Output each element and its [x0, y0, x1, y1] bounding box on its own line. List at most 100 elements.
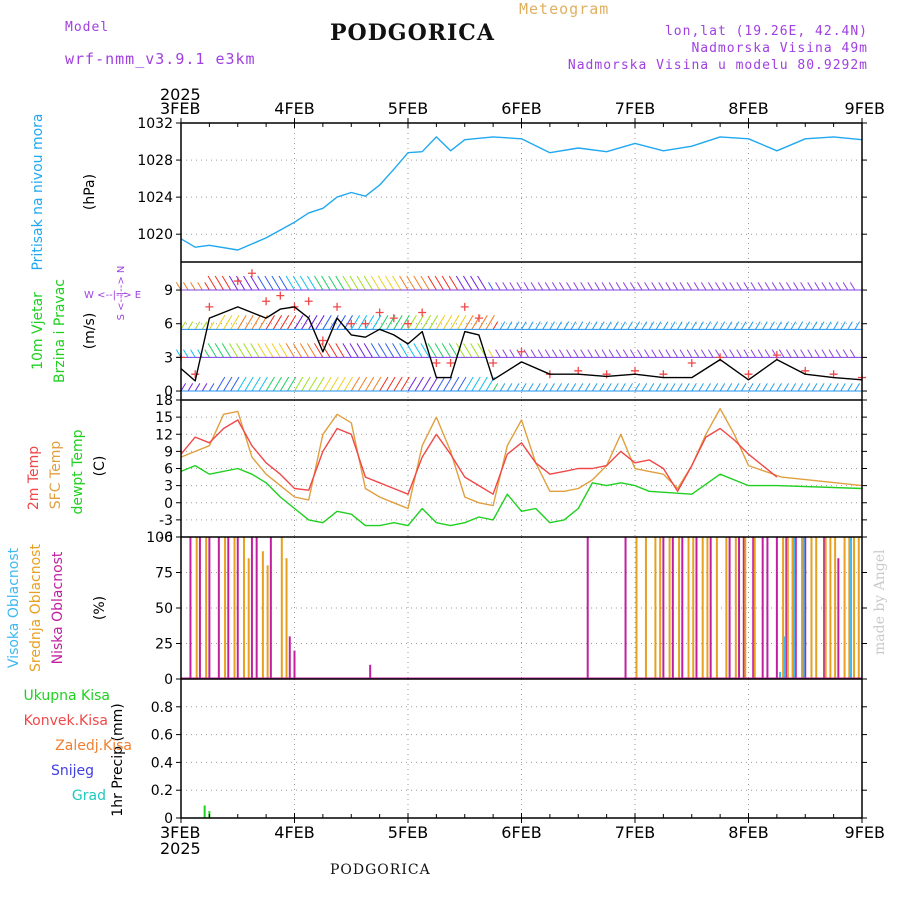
wind-arrow	[847, 383, 853, 392]
wind-arrow	[457, 376, 467, 392]
wind-arrow	[356, 343, 366, 358]
wind-arrow	[613, 383, 619, 392]
wind-arrow	[726, 321, 733, 330]
wind-unit: (m/s)	[82, 313, 98, 350]
wind-arrow	[826, 383, 832, 392]
wind-arrow	[800, 282, 806, 291]
wind-arrow	[712, 321, 719, 330]
wind-arrow	[655, 383, 662, 392]
wind-arrow	[729, 349, 735, 358]
wind-arrow	[427, 343, 437, 358]
temp-axis-subtitle2: dewpt Temp	[70, 429, 86, 514]
y-tick-label-pressure: 1028	[137, 153, 173, 169]
wind-gust-mark	[304, 297, 313, 306]
pressure-axis-title: Pritisak na nivou mora	[30, 113, 46, 270]
precip-legend-1: Konvek.Kisa	[24, 713, 108, 729]
wind-arrow	[769, 321, 775, 330]
wind-arrow	[854, 383, 860, 392]
wind-arrow	[672, 282, 678, 291]
wind-arrow	[464, 315, 474, 330]
wind-arrow	[634, 321, 641, 330]
y-tick-label-temperature: 18	[155, 393, 173, 409]
wind-arrow	[755, 321, 761, 330]
wind-gust-mark	[474, 314, 483, 323]
wind-arrow	[679, 349, 686, 358]
wind-arrow	[399, 343, 409, 358]
wind-arrow	[814, 282, 820, 291]
wind-arrow	[450, 315, 460, 330]
wind-arrow	[712, 383, 719, 392]
wind-arrow	[563, 321, 570, 330]
wind-arrow	[790, 321, 797, 330]
wind-arrow	[521, 383, 527, 392]
wind-arrow	[328, 275, 338, 291]
wind-arrow	[778, 282, 785, 291]
wind-arrow	[365, 315, 375, 330]
wind-arrow	[216, 376, 226, 392]
wind-arrow	[584, 321, 591, 330]
wind-arrow	[622, 282, 629, 291]
wind-arrow	[783, 383, 790, 392]
wind-arrow	[705, 321, 711, 330]
wind-arrow	[278, 343, 288, 358]
wind-arrow	[778, 349, 785, 358]
y-tick-label-wind: 3	[164, 350, 173, 366]
wind-gust-mark	[446, 358, 455, 367]
wind-arrow	[407, 315, 417, 330]
pressure-unit: (hPa)	[82, 174, 98, 210]
wind-gust-mark	[744, 370, 753, 379]
wind-arrow	[786, 282, 792, 291]
wind-arrow	[651, 349, 657, 358]
wind-arrow	[357, 376, 368, 392]
wind-arrow	[349, 275, 359, 291]
wind-arrow	[691, 321, 697, 330]
wind-gust-mark	[631, 366, 639, 375]
wind-arrow	[719, 321, 726, 330]
wind-arrow	[722, 282, 728, 291]
wind-arrow	[257, 275, 267, 291]
wind-arrow	[306, 343, 317, 358]
wind-arrow	[608, 349, 615, 358]
wind-compass-vertical: S <--|--> N	[116, 266, 127, 321]
wind-arrow	[237, 315, 247, 330]
wind-arrow	[471, 376, 481, 392]
wind-axis-title: 10m Vjetar	[30, 292, 46, 370]
wind-arrow	[201, 321, 208, 330]
wind-arrow	[506, 383, 513, 392]
y-tick-label-temperature: 15	[155, 410, 173, 426]
y-tick-label-clouds: 50	[155, 601, 173, 617]
wind-arrow	[828, 349, 835, 358]
wind-arrow	[670, 383, 676, 392]
wind-arrow	[250, 275, 260, 291]
y-tick-label-temperature: -6	[159, 530, 173, 546]
wind-arrow	[594, 349, 600, 358]
y-tick-label-temperature: -3	[159, 513, 173, 529]
wind-gust-mark	[318, 336, 327, 345]
wind-arrow	[194, 321, 201, 330]
precip-legend-2: Zaledj.Kisa	[55, 738, 132, 754]
wind-arrow	[776, 383, 782, 392]
wind-arrow	[180, 321, 187, 330]
x-label-top-4FEB: 4FEB	[274, 99, 314, 118]
wind-arrow	[608, 282, 615, 291]
wind-arrow	[516, 349, 522, 358]
wind-arrow	[573, 349, 579, 358]
wind-arrow	[750, 349, 757, 358]
wind-arrow	[393, 315, 403, 330]
dewpoint-line	[180, 464, 863, 527]
wind-arrow	[201, 383, 208, 392]
wind-arrow	[265, 376, 275, 392]
wind-arrow	[762, 321, 768, 330]
wind-arrow	[506, 321, 513, 330]
wind-arrow	[528, 383, 534, 392]
wind-arrow	[686, 349, 693, 358]
wind-arrow	[292, 343, 303, 358]
wind-arrow	[492, 383, 499, 392]
wind-arrow	[736, 349, 742, 358]
wind-arrow	[793, 349, 799, 358]
wind-arrow	[769, 383, 775, 392]
wind-arrow	[634, 383, 641, 392]
wind-arrow	[342, 343, 352, 358]
wind-arrow	[499, 321, 506, 330]
wind-arrow	[272, 315, 283, 330]
